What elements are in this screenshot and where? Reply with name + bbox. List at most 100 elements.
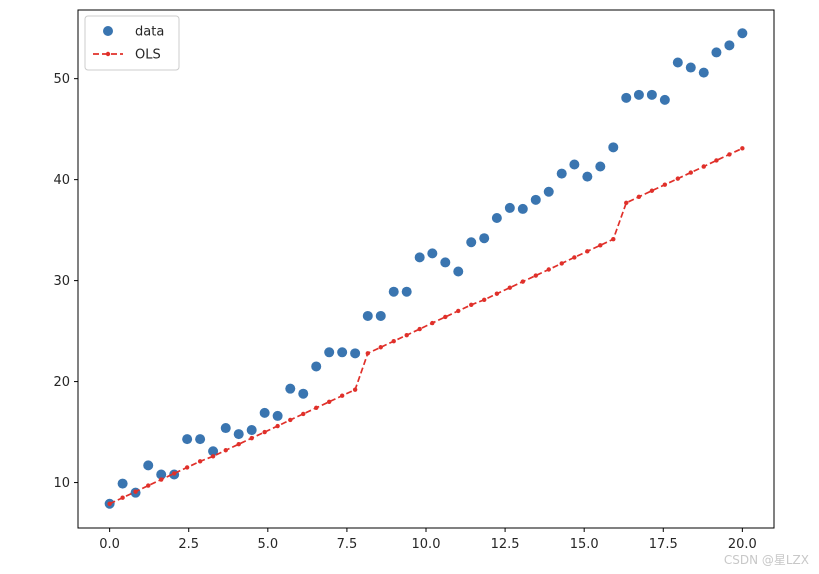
- ols-point: [159, 477, 164, 482]
- data-point: [659, 94, 670, 105]
- x-tick-label: 15.0: [570, 537, 599, 552]
- data-point: [311, 361, 322, 372]
- y-tick-label: 30: [53, 274, 70, 289]
- data-point: [595, 161, 606, 172]
- data-point: [440, 257, 451, 268]
- ols-point: [223, 448, 228, 453]
- ols-point: [559, 261, 564, 266]
- ols-point: [494, 291, 500, 296]
- series-layer: [104, 28, 748, 509]
- data-point: [517, 203, 528, 214]
- y-tick-label: 50: [53, 72, 70, 87]
- ols-point: [404, 332, 409, 338]
- ols-point: [469, 302, 474, 308]
- data-point: [337, 347, 348, 358]
- data-point: [466, 237, 477, 248]
- ols-point: [662, 182, 668, 187]
- data-point: [195, 434, 206, 445]
- data-point: [737, 28, 748, 39]
- data-point: [324, 347, 335, 358]
- data-point: [182, 434, 193, 445]
- ols-point: [210, 454, 216, 459]
- data-point: [259, 407, 270, 418]
- y-axis: 10 20 30 40 50: [53, 72, 78, 491]
- data-point: [362, 310, 373, 321]
- plot-area: [77, 9, 775, 529]
- x-tick-label: 17.5: [649, 537, 678, 552]
- ols-point: [520, 279, 526, 284]
- data-point: [285, 383, 296, 394]
- data-point: [698, 67, 709, 78]
- x-tick-label: 2.5: [178, 537, 199, 552]
- ols-point: [701, 164, 706, 169]
- ols-point: [417, 326, 422, 332]
- data-point: [621, 92, 632, 103]
- data-point: [143, 460, 154, 471]
- ols-point: [585, 249, 590, 254]
- legend-label: data: [135, 25, 164, 40]
- data-point: [156, 469, 167, 480]
- data-point: [685, 62, 696, 73]
- data-point: [246, 425, 257, 436]
- data-point: [233, 429, 244, 440]
- data-point: [711, 47, 722, 58]
- x-tick-label: 12.5: [491, 537, 520, 552]
- data-point: [453, 266, 464, 277]
- ols-point: [197, 459, 203, 464]
- ols-point: [120, 495, 125, 500]
- data-point: [479, 233, 490, 244]
- data-point: [414, 252, 425, 263]
- ols-point: [624, 200, 629, 206]
- legend-entry-data: data: [103, 25, 164, 40]
- ols-point: [378, 345, 383, 350]
- ols-point: [288, 417, 293, 423]
- data-point: [633, 89, 644, 100]
- legend-marker-swatch: [103, 26, 113, 36]
- ols-point: [314, 405, 319, 411]
- data-point: [298, 388, 309, 399]
- ols-point: [184, 465, 190, 470]
- data-point: [272, 410, 283, 421]
- ols-point: [533, 273, 538, 278]
- ols-point: [636, 194, 642, 200]
- data-point: [117, 478, 128, 489]
- data-point: [388, 286, 399, 297]
- ols-point: [339, 393, 345, 398]
- watermark: CSDN @星LZX: [723, 553, 809, 567]
- ols-point: [611, 237, 616, 242]
- data-point: [350, 348, 361, 359]
- ols-point: [249, 435, 254, 441]
- ols-line: [109, 147, 743, 505]
- ols-point: [649, 188, 655, 193]
- ols-point: [456, 308, 461, 314]
- ols-point: [675, 176, 681, 181]
- legend-point-swatch: [105, 51, 111, 57]
- x-tick-label: 0.0: [99, 537, 120, 552]
- data-point: [582, 171, 593, 182]
- ols-point: [275, 423, 280, 429]
- data-point: [556, 168, 567, 179]
- x-tick-label: 5.0: [257, 537, 278, 552]
- data-point: [427, 248, 438, 259]
- ols-point: [727, 152, 732, 157]
- ols-point: [133, 489, 138, 494]
- ols-point: [740, 146, 745, 151]
- ols-point: [546, 267, 551, 272]
- data-point: [543, 186, 554, 197]
- data-point: [646, 89, 657, 100]
- ols-point: [365, 351, 370, 356]
- data-point: [530, 194, 541, 205]
- ols-point: [507, 285, 513, 290]
- data-point: [608, 142, 619, 153]
- ols-point: [326, 399, 332, 404]
- ols-point: [598, 243, 603, 248]
- ols-point: [107, 501, 112, 506]
- ols-point: [430, 320, 435, 326]
- data-point: [220, 423, 231, 434]
- ols-point: [443, 314, 448, 320]
- ols-point: [262, 429, 267, 435]
- x-tick-label: 7.5: [337, 537, 358, 552]
- plot-frame: [77, 9, 775, 529]
- data-point: [672, 57, 683, 68]
